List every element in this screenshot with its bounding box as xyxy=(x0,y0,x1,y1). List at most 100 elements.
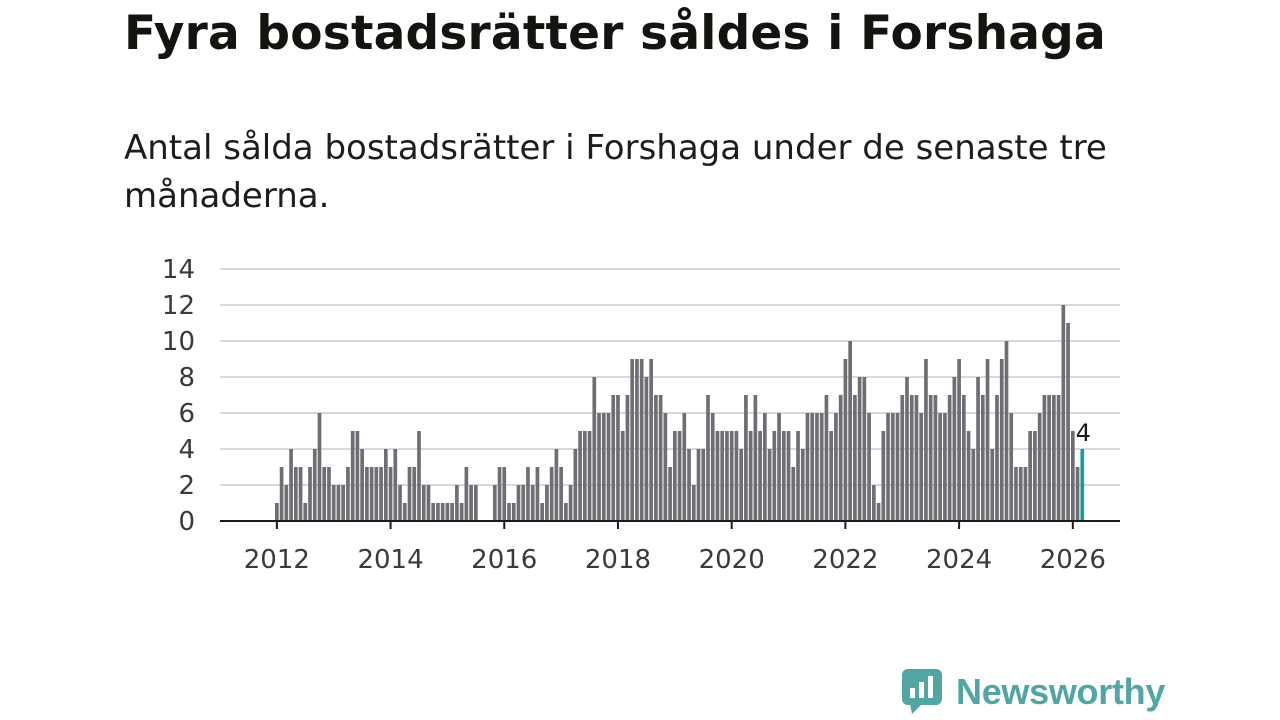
y-tick-label: 2 xyxy=(178,471,195,501)
bar xyxy=(980,395,985,521)
bar xyxy=(682,413,687,521)
bar xyxy=(346,467,350,521)
newsworthy-logo-icon xyxy=(902,669,942,714)
bar xyxy=(327,467,331,521)
bar xyxy=(331,485,336,521)
bar xyxy=(388,467,393,521)
bar xyxy=(758,431,762,521)
x-tick-label: 2020 xyxy=(699,545,765,575)
bar xyxy=(876,503,881,521)
bar xyxy=(540,503,545,521)
bar xyxy=(867,413,871,521)
bar xyxy=(341,485,346,521)
bar xyxy=(293,467,298,521)
bar xyxy=(971,449,976,521)
bar xyxy=(308,467,312,521)
bar xyxy=(369,467,374,521)
bar xyxy=(587,431,592,521)
bar xyxy=(639,359,644,521)
bar xyxy=(763,413,767,521)
bar xyxy=(838,395,843,521)
bar xyxy=(611,395,616,521)
bar xyxy=(289,449,293,521)
bar xyxy=(298,467,303,521)
bar xyxy=(961,395,966,521)
bar xyxy=(890,413,895,521)
bar xyxy=(995,395,999,521)
bar xyxy=(322,467,327,521)
bar xyxy=(710,413,715,521)
bar xyxy=(990,449,995,521)
bar xyxy=(985,359,990,521)
bar xyxy=(407,467,412,521)
bar xyxy=(620,431,625,521)
bar xyxy=(1056,395,1061,521)
bar xyxy=(819,413,824,521)
bar xyxy=(1023,467,1028,521)
bar xyxy=(284,485,289,521)
bar xyxy=(312,449,317,521)
bar xyxy=(507,503,511,521)
bar xyxy=(421,485,426,521)
bar xyxy=(900,395,905,521)
bar xyxy=(905,377,909,521)
x-tick-label: 2016 xyxy=(471,545,537,575)
bar xyxy=(426,485,431,521)
bar xyxy=(559,467,563,521)
bar xyxy=(853,395,857,521)
bar xyxy=(1070,431,1075,521)
bar xyxy=(616,395,620,521)
bar xyxy=(412,467,417,521)
y-tick-label: 12 xyxy=(162,291,195,321)
bar xyxy=(687,449,691,521)
bar xyxy=(943,413,947,521)
bar xyxy=(355,431,360,521)
bar xyxy=(672,431,677,521)
bar xyxy=(957,359,961,521)
bar xyxy=(924,359,928,521)
bar xyxy=(919,413,924,521)
bar xyxy=(606,413,611,521)
bar xyxy=(781,431,786,521)
bar xyxy=(734,431,739,521)
x-tick-label: 2018 xyxy=(585,545,651,575)
bar xyxy=(545,485,549,521)
bar xyxy=(303,503,308,521)
x-tick-label: 2026 xyxy=(1040,545,1106,575)
bar xyxy=(1052,395,1056,521)
bar xyxy=(1018,467,1023,521)
bar xyxy=(530,485,535,521)
bar xyxy=(663,413,668,521)
bar xyxy=(431,503,436,521)
bar xyxy=(1047,395,1051,521)
bar xyxy=(402,503,407,521)
bar xyxy=(933,395,938,521)
bar xyxy=(834,413,838,521)
bar xyxy=(725,431,729,521)
chart-subtitle: Antal sålda bostadsrätter i Forshaga und… xyxy=(124,128,1107,216)
bar xyxy=(436,503,440,521)
bar xyxy=(947,395,952,521)
bar xyxy=(516,485,521,521)
bar xyxy=(843,359,848,521)
bar xyxy=(772,431,777,521)
bar xyxy=(1061,305,1066,521)
bar xyxy=(459,503,464,521)
bar xyxy=(445,503,450,521)
bar xyxy=(497,467,502,521)
bar xyxy=(597,413,601,521)
bar xyxy=(815,413,819,521)
bar xyxy=(677,431,682,521)
bar xyxy=(1042,395,1047,521)
x-tick-label: 2014 xyxy=(357,545,423,575)
bar xyxy=(862,377,867,521)
bar xyxy=(928,395,933,521)
bar xyxy=(564,503,568,521)
bar xyxy=(582,431,587,521)
chart-title: Fyra bostadsrätter såldes i Forshaga xyxy=(124,6,1106,61)
bar xyxy=(464,467,469,521)
highlight-value-label: 4 xyxy=(1076,419,1091,447)
bar xyxy=(829,431,834,521)
bar xyxy=(1004,341,1009,521)
